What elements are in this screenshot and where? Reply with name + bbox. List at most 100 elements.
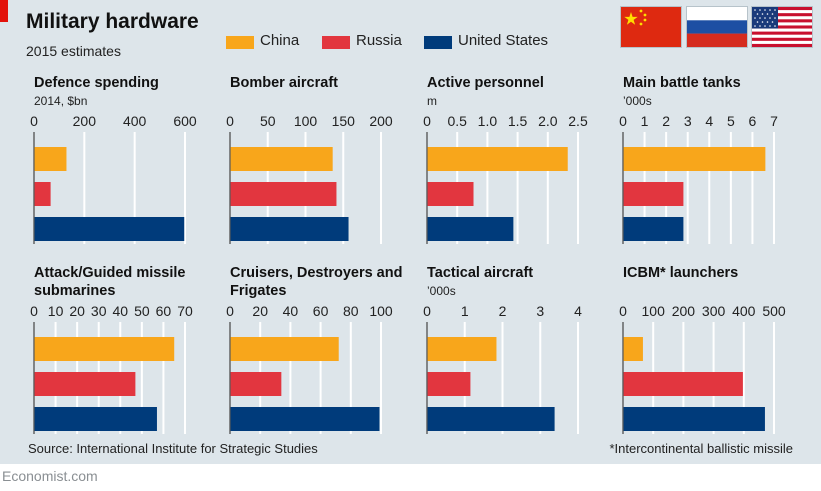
- tick-label: 0: [226, 113, 234, 129]
- bar-china: [427, 337, 497, 361]
- panel-cruisers-destroyers-frigates: Cruisers, Destroyers and Frigates 0 20 40 6…: [226, 264, 405, 444]
- panel-unit: ’000s: [623, 94, 652, 108]
- tick-label: 20: [69, 303, 85, 319]
- china-flag-icon: [621, 7, 681, 47]
- tick-label: 200: [369, 113, 393, 129]
- tick-label: 2: [662, 113, 670, 129]
- tick-label: 4: [574, 303, 582, 319]
- bar-russia: [623, 182, 684, 206]
- brand-red-tab: [0, 0, 8, 22]
- chart-frame: Military hardware 2015 estimates China R…: [0, 0, 821, 464]
- bar-russia: [427, 372, 471, 396]
- panel-title: Defence spending: [34, 75, 159, 91]
- tick-label: 100: [642, 303, 666, 319]
- tick-label: 150: [332, 113, 356, 129]
- bar-china: [230, 337, 339, 361]
- bar-united-states: [427, 407, 555, 431]
- bar-china: [34, 337, 175, 361]
- chart-plot: 0 20 40 60 80 100: [226, 303, 393, 434]
- chart-plot: 0 100 200 300 400 500: [619, 303, 786, 434]
- tick-label: 6: [749, 113, 757, 129]
- panel-submarines: Attack/Guided missile submarines 0 10 20 30…: [30, 264, 209, 444]
- tick-label: 2.0: [538, 113, 558, 129]
- tick-label: 500: [762, 303, 786, 319]
- tick-label: 50: [134, 303, 150, 319]
- tick-label: 80: [343, 303, 359, 319]
- tick-label: 2.5: [568, 113, 588, 129]
- tick-label: 200: [73, 113, 97, 129]
- chart-plot: 0 50 100 150 200: [226, 113, 393, 244]
- tick-label: 1.5: [508, 113, 528, 129]
- tick-label: 10: [48, 303, 64, 319]
- legend-swatch-russia: [322, 36, 350, 49]
- panel-unit: m: [427, 94, 437, 108]
- tick-label: 40: [112, 303, 128, 319]
- legend-label-russia: Russia: [356, 32, 402, 49]
- tick-label: 3: [536, 303, 544, 319]
- tick-label: 400: [123, 113, 147, 129]
- panel-title: ICBM* launchers: [623, 265, 739, 281]
- brand-link[interactable]: Economist.com: [2, 468, 98, 484]
- tick-label: 5: [727, 113, 735, 129]
- tick-label: 4: [705, 113, 713, 129]
- chart-plot: 0 200 400 600: [30, 113, 197, 244]
- chart-plot: 0 0.5 1.0 1.5 2.0 2.5: [423, 113, 588, 244]
- bar-china: [427, 147, 568, 171]
- tick-label: 200: [672, 303, 696, 319]
- bar-united-states: [623, 407, 765, 431]
- bar-united-states: [230, 217, 349, 241]
- tick-label: 50: [260, 113, 276, 129]
- footnote: *Intercontinental ballistic missile: [609, 441, 793, 456]
- tick-label: 30: [91, 303, 107, 319]
- tick-label: 3: [684, 113, 692, 129]
- panel-title: Main battle tanks: [623, 75, 741, 91]
- panel-title: Active personnel: [427, 75, 544, 91]
- tick-label: 600: [173, 113, 197, 129]
- tick-label: 300: [702, 303, 726, 319]
- tick-label: 400: [732, 303, 756, 319]
- legend-label-united-states: United States: [458, 32, 549, 49]
- chart-plot: 0 1 2 3 4: [423, 303, 582, 434]
- source-note: Source: International Institute for Stra…: [28, 441, 318, 456]
- panel-active-personnel: Active personnel m 0 0.5 1.0 1.5 2.0 2.5: [423, 74, 602, 254]
- tick-label: 0.5: [447, 113, 467, 129]
- panel-title: Cruisers, Destroyers and Frigates: [230, 265, 403, 299]
- panel-unit: 2014, $bn: [34, 94, 88, 108]
- bar-russia: [34, 372, 136, 396]
- bar-russia: [230, 372, 282, 396]
- tick-label: 2: [499, 303, 507, 319]
- panel-defence-spending: Defence spending 2014, $bn 0 200 400 600: [30, 74, 209, 254]
- tick-label: 0: [30, 113, 38, 129]
- chart-title: Military hardware: [26, 10, 199, 33]
- tick-label: 60: [313, 303, 329, 319]
- bar-united-states: [34, 217, 185, 241]
- bar-united-states: [34, 407, 157, 431]
- panel-title: Attack/Guided missile submarines: [34, 265, 186, 299]
- bar-china: [623, 147, 766, 171]
- tick-label: 60: [156, 303, 172, 319]
- legend-swatch-china: [226, 36, 254, 49]
- tick-label: 100: [369, 303, 393, 319]
- tick-label: 0: [30, 303, 38, 319]
- tick-label: 0: [619, 113, 627, 129]
- bar-united-states: [427, 217, 514, 241]
- bar-russia: [34, 182, 51, 206]
- united-states-flag-icon: [752, 7, 812, 47]
- tick-label: 20: [252, 303, 268, 319]
- bar-china: [623, 337, 643, 361]
- tick-label: 1: [461, 303, 469, 319]
- tick-label: 1.0: [478, 113, 498, 129]
- legend-label-china: China: [260, 32, 300, 49]
- tick-label: 0: [226, 303, 234, 319]
- bar-united-states: [230, 407, 380, 431]
- bar-russia: [230, 182, 337, 206]
- panel-bomber-aircraft: Bomber aircraft 0 50 100 150 200: [226, 74, 405, 254]
- panel-unit: ’000s: [427, 284, 456, 298]
- tick-label: 0: [619, 303, 627, 319]
- panel-title: Tactical aircraft: [427, 265, 534, 281]
- chart-plot: 0 10 20 30 40 50 60 70: [30, 303, 193, 434]
- bar-china: [230, 147, 333, 171]
- tick-label: 0: [423, 113, 431, 129]
